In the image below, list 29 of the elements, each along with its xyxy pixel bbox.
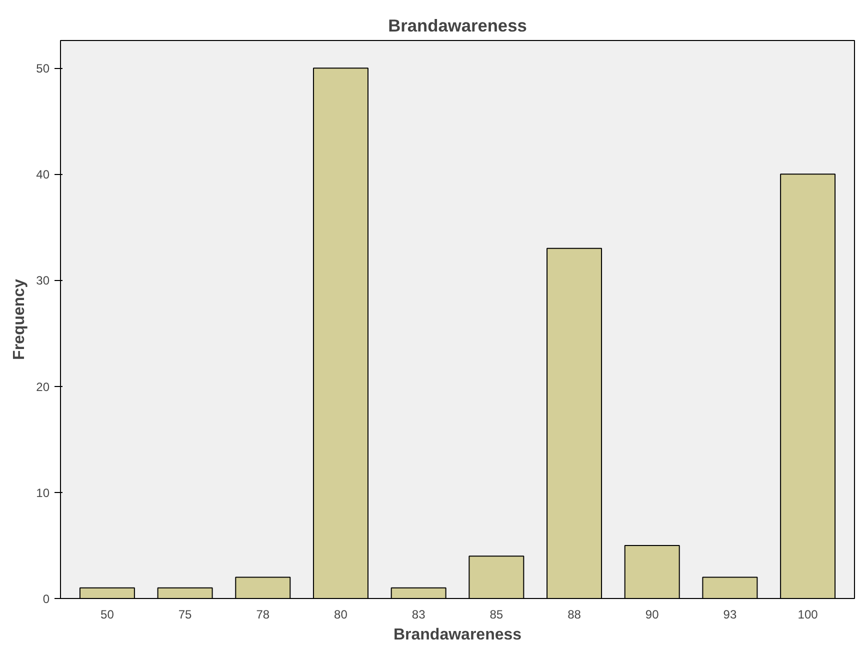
x-tick-label: 83 — [412, 608, 426, 622]
bar — [157, 587, 213, 598]
bar — [624, 544, 680, 598]
y-tick-label: 10 — [36, 486, 50, 500]
y-tick-label: 0 — [42, 592, 50, 606]
y-tick-label: 20 — [36, 380, 50, 394]
x-tick-label: 75 — [178, 608, 192, 622]
bar — [312, 68, 368, 598]
x-tick-label: 78 — [256, 608, 270, 622]
bar — [468, 556, 524, 598]
x-tick-label: 50 — [100, 608, 114, 622]
x-tick-label: 80 — [334, 608, 348, 622]
bar — [79, 587, 135, 598]
x-tick-label: 85 — [490, 608, 504, 622]
y-tick-label: 40 — [36, 168, 50, 182]
bar — [235, 576, 291, 598]
y-axis-title: Frequency — [11, 278, 28, 360]
y-tick-label: 50 — [36, 62, 50, 76]
chart-title: Brandawareness — [388, 16, 527, 36]
bar — [390, 587, 446, 598]
bar — [546, 248, 602, 598]
x-tick-label: 100 — [798, 608, 818, 622]
bar — [702, 576, 758, 598]
x-axis-title: Brandawareness — [393, 626, 522, 644]
x-tick-label: 88 — [568, 608, 582, 622]
bar — [780, 174, 836, 598]
x-tick-label: 90 — [645, 608, 660, 622]
x-tick-label: 93 — [723, 608, 737, 622]
y-tick-label: 30 — [36, 274, 50, 288]
